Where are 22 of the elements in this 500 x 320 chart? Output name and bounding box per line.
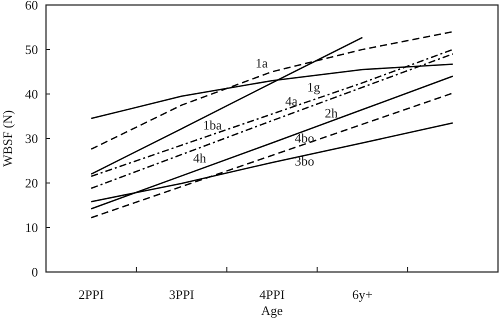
y-tick-label: 20: [25, 176, 38, 191]
series-label: 2h: [324, 106, 338, 121]
series-label: 1g: [307, 80, 321, 95]
y-tick-label: 50: [25, 42, 38, 58]
series-label: 4bo: [294, 130, 314, 146]
x-tick-label: 3PPI: [168, 287, 194, 302]
y-tick-label: 40: [25, 86, 38, 102]
series-label: 4a: [285, 94, 298, 109]
series-label: 1ba: [202, 117, 222, 132]
x-tick-label: 6y+: [352, 287, 373, 302]
x-axis-title: Age: [261, 303, 284, 318]
series-label: 4h: [193, 150, 207, 166]
x-tick-label: 2PPI: [78, 287, 104, 302]
series-label: 1a: [255, 55, 268, 70]
y-axis-title: WBSF (N): [0, 110, 15, 167]
y-tick-label: 60: [25, 0, 38, 13]
series-label: 3bo: [294, 154, 314, 169]
x-tick-label: 4PPI: [259, 287, 285, 302]
line-series: [90, 76, 454, 210]
y-tick-label: 0: [32, 264, 38, 280]
y-tick-label: 10: [25, 220, 38, 236]
y-tick-label: 30: [25, 131, 38, 146]
